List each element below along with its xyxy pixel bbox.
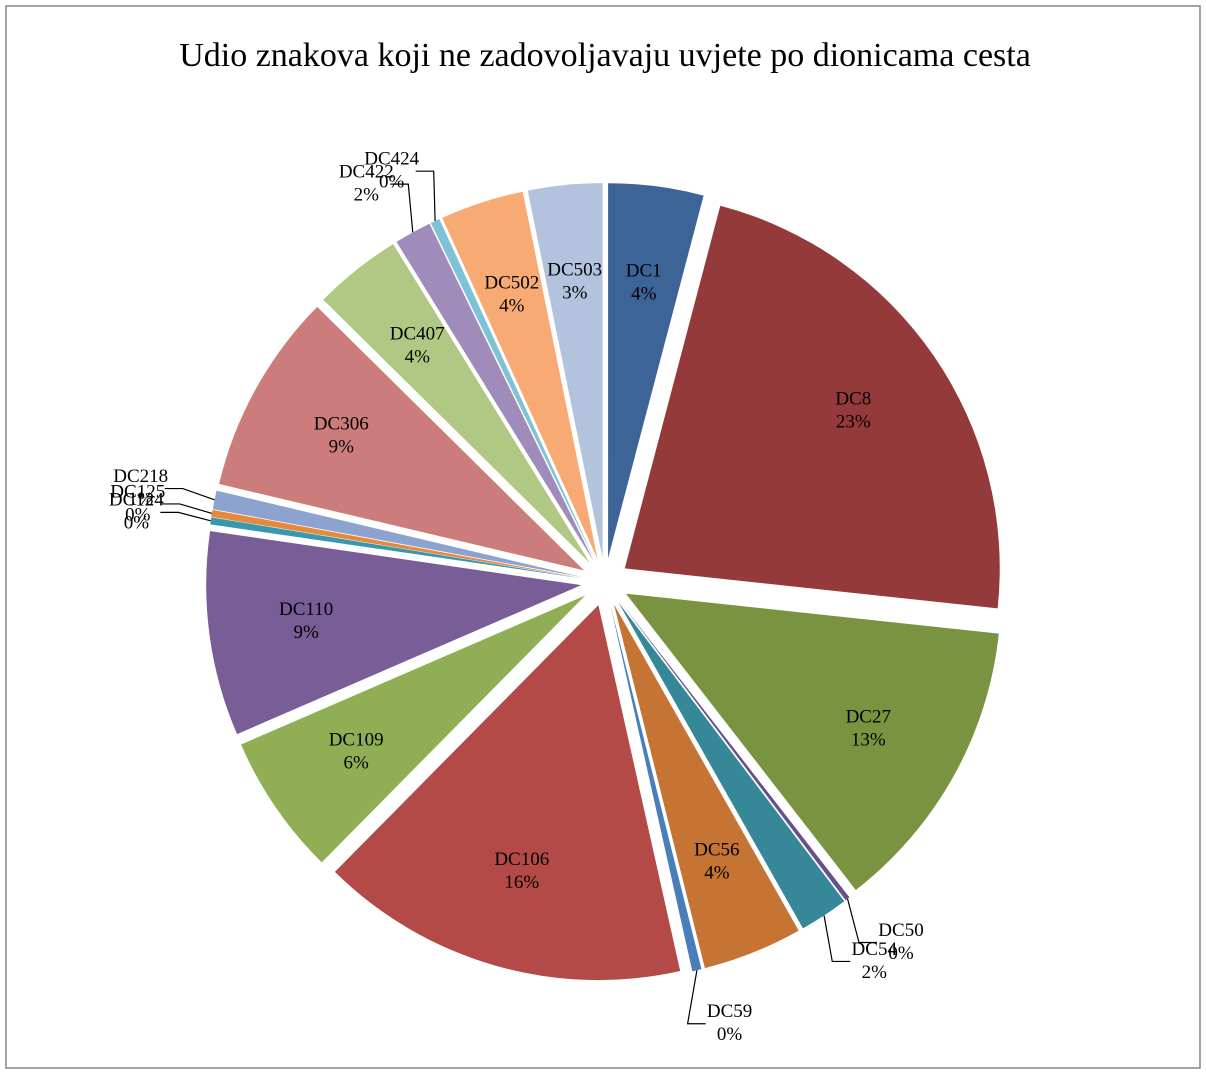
slice-label: DC502 <box>484 273 539 294</box>
slice-value-label: 2% <box>354 185 380 206</box>
slice-value-label: 0% <box>125 504 151 525</box>
slice-label: DC503 <box>547 259 602 280</box>
leader-line <box>686 970 706 1025</box>
slice-value-label: 0% <box>379 172 405 193</box>
slice-label: DC27 <box>846 706 891 727</box>
pie-slice <box>334 605 681 981</box>
pie-slice <box>625 593 999 891</box>
slice-label: DC110 <box>279 599 333 620</box>
slice-value-label: 0% <box>717 1024 743 1045</box>
leader-line <box>161 503 213 514</box>
pie-slice <box>430 218 595 561</box>
leader-line <box>390 183 414 233</box>
slice-label: DC422 <box>339 162 394 183</box>
pie-slice <box>610 605 702 972</box>
slice-value-label: 4% <box>631 283 657 304</box>
slice-label: DC8 <box>835 388 871 409</box>
slice-label: DC125 <box>110 481 165 502</box>
pie-slice <box>624 205 1000 609</box>
leader-line <box>823 915 851 963</box>
pie-slice <box>527 183 603 559</box>
slice-value-label: 2% <box>862 962 888 983</box>
pie-slice <box>608 183 704 559</box>
pie-slice <box>210 517 582 579</box>
slice-label: DC1 <box>626 260 662 281</box>
slice-value-label: 13% <box>851 729 886 750</box>
slice-label: DC306 <box>314 413 369 434</box>
leader-line <box>164 487 215 501</box>
pie-slice <box>241 595 586 863</box>
pie-slice <box>206 531 582 735</box>
slice-label: DC59 <box>707 1001 752 1022</box>
slice-label: DC407 <box>390 323 445 344</box>
pie-slice <box>212 490 582 578</box>
slice-value-label: 0% <box>888 943 914 964</box>
slice-label: DC218 <box>113 466 168 487</box>
slice-label: DC424 <box>364 149 419 170</box>
slice-value-label: 4% <box>499 296 525 317</box>
leader-line <box>415 170 436 221</box>
pie-slice <box>323 244 591 564</box>
pie-slice <box>219 306 585 571</box>
slice-value-label: 23% <box>836 411 871 432</box>
slice-value-label: 1% <box>128 489 154 510</box>
pie-slice <box>613 604 799 969</box>
pie-slice <box>442 191 598 560</box>
pie-slice <box>619 601 850 901</box>
pie-slice <box>396 223 594 561</box>
slice-value-label: 3% <box>562 282 588 303</box>
slice-value-label: 4% <box>704 862 730 883</box>
slice-value-label: 4% <box>405 346 431 367</box>
slice-label: DC54 <box>852 939 898 960</box>
leader-line <box>160 511 211 522</box>
leader-line <box>846 898 878 944</box>
slice-label: DC124 <box>109 490 164 511</box>
slice-value-label: 0% <box>124 513 150 534</box>
slice-label: DC56 <box>694 839 739 860</box>
slice-label: DC50 <box>878 920 923 941</box>
chart-title: Udio znakova koji ne zadovoljavaju uvjet… <box>179 37 1031 74</box>
slice-label: DC106 <box>494 849 549 870</box>
slice-value-label: 16% <box>504 872 539 893</box>
slice-value-label: 9% <box>329 436 355 457</box>
slice-label: DC109 <box>329 730 384 751</box>
slice-value-label: 9% <box>293 622 319 643</box>
slice-value-label: 6% <box>344 753 370 774</box>
pie-slice <box>618 602 845 929</box>
pie-slice <box>211 509 582 578</box>
